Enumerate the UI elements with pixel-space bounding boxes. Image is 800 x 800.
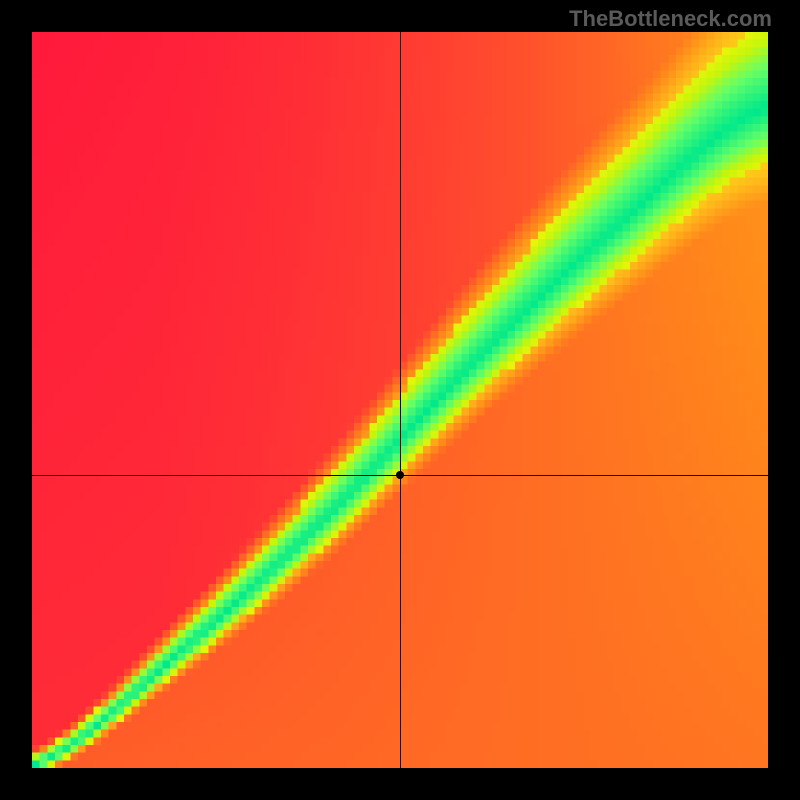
data-point-marker (396, 471, 404, 479)
watermark-text: TheBottleneck.com (569, 6, 772, 32)
crosshair-vertical (400, 32, 401, 768)
chart-container: TheBottleneck.com (0, 0, 800, 800)
